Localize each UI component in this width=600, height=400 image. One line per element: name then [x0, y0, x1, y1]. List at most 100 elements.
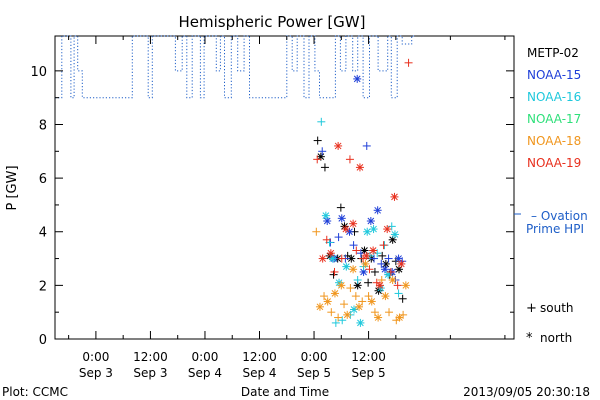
data-point [377, 276, 386, 285]
data-point [363, 227, 372, 236]
plot-frame [54, 35, 515, 340]
data-point [315, 302, 324, 311]
x-tick-time-label: 12:00 [133, 350, 168, 364]
data-point [378, 251, 387, 260]
data-point [370, 267, 379, 276]
data-point [330, 267, 339, 276]
y-axis-label: P [GW] [5, 165, 20, 210]
data-point [355, 163, 364, 172]
data-point [401, 281, 410, 290]
data-point [334, 141, 343, 150]
data-point [347, 254, 356, 263]
data-point [381, 259, 390, 268]
data-point [398, 294, 407, 303]
data-point [318, 254, 327, 263]
ovation-series [55, 35, 415, 99]
data-point [397, 259, 406, 268]
data-point [351, 292, 360, 301]
data-point [362, 141, 371, 150]
data-point [381, 292, 390, 301]
data-point [367, 297, 376, 306]
x-tick-time-label: 12:00 [242, 350, 277, 364]
x-tick-date-label: Sep 3 [133, 366, 167, 380]
ovation-legend-line2: Prime HPI [526, 222, 584, 236]
data-point [328, 254, 337, 263]
data-point [349, 241, 358, 250]
data-point [386, 267, 395, 276]
y-tick-label: 6 [39, 172, 47, 187]
data-point [346, 284, 355, 293]
x-tick-date-label: Sep 4 [188, 366, 222, 380]
data-point [374, 313, 383, 322]
x-tick-time-label: 0:00 [82, 350, 109, 364]
data-point [326, 249, 335, 258]
data-point [369, 225, 378, 234]
y-tick-label: 8 [39, 118, 47, 133]
marker-key-label: south [540, 301, 574, 315]
data-point [338, 316, 347, 325]
data-point [330, 289, 339, 298]
data-point [355, 302, 364, 311]
marker-key-symbol: + [526, 301, 537, 316]
data-point [369, 246, 378, 255]
data-point [352, 246, 361, 255]
data-point [320, 163, 329, 172]
data-point [317, 117, 326, 126]
data-point [365, 265, 374, 274]
legend-entry: NOAA-19 [527, 156, 581, 170]
data-point [364, 278, 373, 287]
legend-entry: NOAA-18 [527, 134, 581, 148]
data-point [340, 300, 349, 309]
data-point [388, 276, 397, 285]
data-point [318, 147, 327, 156]
plot-area: 0 2 4 6 8 10 0:00 Sep 3 12:00 Sep 3 0:00 Sep 4 12:0… [30, 35, 515, 380]
data-point [353, 276, 362, 285]
data-point [334, 313, 343, 322]
x-axis-label: Date and Time [241, 385, 329, 399]
x-tick-time-label: 0:00 [301, 350, 328, 364]
data-point [394, 289, 403, 298]
data-point [349, 219, 358, 228]
data-point [395, 265, 404, 274]
data-point [336, 203, 345, 212]
legend-entry: NOAA-15 [527, 68, 581, 82]
x-tick-date-label: Sep 5 [352, 366, 386, 380]
data-point [358, 297, 367, 306]
data-point [390, 192, 399, 201]
marker-key: + south * north [526, 301, 574, 346]
y-tick-label: 2 [39, 279, 47, 294]
data-point [349, 265, 358, 274]
data-point [342, 262, 351, 271]
data-point [334, 233, 343, 242]
footer-plot-credit: Plot: CCMC [2, 385, 68, 399]
data-point [313, 155, 322, 164]
y-tick-label: 0 [39, 333, 47, 348]
data-point [383, 225, 392, 234]
data-point [322, 235, 331, 244]
data-point [366, 217, 375, 226]
data-point [361, 259, 370, 268]
data-point [341, 225, 350, 234]
marker-key-label: north [540, 331, 572, 345]
marker-key-symbol: * [526, 331, 533, 346]
data-point [345, 155, 354, 164]
data-point [377, 259, 386, 268]
data-point [343, 310, 352, 319]
data-point [313, 136, 322, 145]
data-point [337, 214, 346, 223]
data-point [395, 313, 404, 322]
x-tick-date-label: Sep 4 [242, 366, 276, 380]
legend: METP-02 NOAA-15 NOAA-16 NOAA-17 NOAA-18 NOAA-… [527, 46, 581, 170]
x-axis-ticks: 0:00 Sep 3 12:00 Sep 3 0:00 Sep 4 12:00 Sep 4 0:… [68, 36, 506, 380]
data-point [337, 254, 346, 263]
x-tick-time-label: 12:00 [351, 350, 386, 364]
footer-timestamp: 2013/09/05 20:30:18 [463, 385, 590, 399]
data-point [375, 281, 384, 290]
ovation-legend-line1: – Ovation [531, 209, 588, 223]
data-point [373, 206, 382, 215]
legend-entry: METP-02 [527, 46, 579, 60]
chart-title: Hemispheric Power [GW] [179, 13, 366, 31]
data-point [379, 241, 388, 250]
